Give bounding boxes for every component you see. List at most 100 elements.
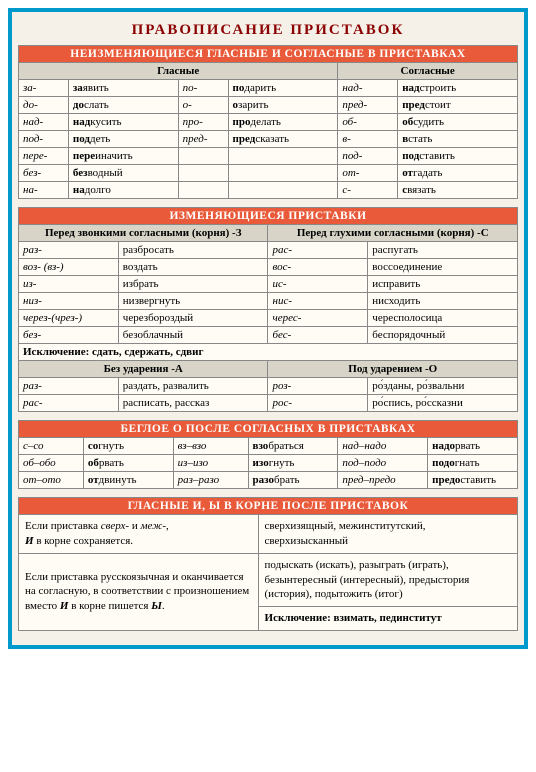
example-cell: надстроить [398,80,518,97]
table-i-y-after-prefix: ГЛАСНЫЕ И, Ы В КОРНЕ ПОСЛЕ ПРИСТАВОК Есл… [18,497,518,631]
prefix-cell: по- [178,80,228,97]
prefix-cell: до- [19,97,69,114]
prefix-cell: над- [338,80,398,97]
section1-title: НЕИЗМЕНЯЮЩИЕСЯ ГЛАСНЫЕ И СОГЛАСНЫЕ В ПРИ… [19,46,518,63]
prefix-cell: вос- [268,259,368,276]
example-cell: черезбороздый [118,310,268,327]
prefix-cell: рас- [268,242,368,259]
example-cell: чересполосица [368,310,518,327]
section2-sub-body: раз-раздать, развалитьроз-ро́зданы, ро́з… [19,378,518,412]
prefix-cell: без- [19,165,69,182]
prefix-cell [178,148,228,165]
main-title: ПРАВОПИСАНИЕ ПРИСТАВОК [18,22,518,39]
prefix-cell: под–подо [338,455,428,472]
section3-body: с–сосогнутьвз–взовзобратьсянад–надонадор… [19,438,518,489]
example-cell: распугать [368,242,518,259]
prefix-cell [178,165,228,182]
example-cell [228,148,338,165]
table-row: над-надкуситьпро-проделатьоб-обсудить [19,114,518,131]
table-unchanging-prefixes: НЕИЗМЕНЯЮЩИЕСЯ ГЛАСНЫЕ И СОГЛАСНЫЕ В ПРИ… [18,45,518,199]
rule-examples: подыскать (искать), разыграть (играть), … [258,553,517,607]
example-cell: разбросать [118,242,268,259]
prefix-cell: без- [19,327,119,344]
example-cell: раздать, развалить [118,378,268,395]
prefix-cell: над–надо [338,438,428,455]
example-cell: безводный [68,165,178,182]
prefix-cell: пред- [178,131,228,148]
example-cell: надкусить [68,114,178,131]
prefix-cell: над- [19,114,69,131]
prefix-cell: за- [19,80,69,97]
rule-text: Если приставка русскоязычная и оканчивае… [19,553,259,630]
prefix-cell: о- [178,97,228,114]
prefix-cell: через-(чрез-) [19,310,119,327]
table-row: за-заявитьпо-подаритьнад-надстроить [19,80,518,97]
table-row: пере-переиначитьпод-подставить [19,148,518,165]
header-voiceless: Перед глухими согласными (корня) -С [268,225,518,242]
example-cell: исправить [368,276,518,293]
example-cell: отгадать [398,165,518,182]
rule-text: Если приставка сверх- и меж-,И в корне с… [19,515,259,554]
prefix-cell: на- [19,182,69,199]
table-row: Если приставка сверх- и меж-,И в корне с… [19,515,518,554]
table-row: с–сосогнутьвз–взовзобратьсянад–надонадор… [19,438,518,455]
example-cell: дослать [68,97,178,114]
header-unstressed: Без ударения -А [19,361,268,378]
table-row: до-дослатьо-озаритьпред-предстоит [19,97,518,114]
table-row: на-надолгос-связать [19,182,518,199]
prefix-cell: пере- [19,148,69,165]
example-cell: обсудить [398,114,518,131]
header-vowels: Гласные [19,63,338,80]
example-cell: согнуть [83,438,173,455]
table-row: из-избратьис-исправить [19,276,518,293]
example-cell: нисходить [368,293,518,310]
prefix-cell: ис- [268,276,368,293]
example-cell [228,165,338,182]
header-stressed: Под ударением -О [268,361,518,378]
example-cell: изогнуть [248,455,338,472]
example-cell: встать [398,131,518,148]
example-cell: расписать, рассказ [118,395,268,412]
prefix-cell [178,182,228,199]
prefix-cell: пред–предо [338,472,428,489]
table-row: раз-раздать, развалитьроз-ро́зданы, ро́з… [19,378,518,395]
prefix-cell: вз–взо [173,438,248,455]
example-cell: подставить [398,148,518,165]
header-voiced: Перед звонкими согласными (корня) -З [19,225,268,242]
table-row: без-безоблачныйбес-беспорядочный [19,327,518,344]
example-cell: подогнать [428,455,518,472]
prefix-cell: с–со [19,438,84,455]
prefix-cell: роз- [268,378,368,395]
table-row: рас-расписать, рассказрос-ро́спись, ро́с… [19,395,518,412]
section3-title: БЕГЛОЕ О ПОСЛЕ СОГЛАСНЫХ В ПРИСТАВКАХ [19,421,518,438]
table-row: под-поддетьпред-предсказатьв-встать [19,131,518,148]
table-row: от–отоотдвинутьраз–разоразобратьпред–пре… [19,472,518,489]
prefix-cell: бес- [268,327,368,344]
example-cell: воздать [118,259,268,276]
example-cell [228,182,338,199]
prefix-cell: рас- [19,395,119,412]
table-row: об–обообрватьиз–изоизогнутьпод–подоподог… [19,455,518,472]
example-cell: ро́спись, ро́ссказни [368,395,518,412]
prefix-cell: раз- [19,378,119,395]
prefix-cell: пред- [338,97,398,114]
prefix-cell: об–обо [19,455,84,472]
example-cell: отдвинуть [83,472,173,489]
example-cell: надорвать [428,438,518,455]
section2-body: раз-разбросатьрас-распугатьвоз- (вз-)воз… [19,242,518,344]
example-cell: предстоит [398,97,518,114]
rule-examples: сверхизящный, межинститутский, сверхизыс… [258,515,517,554]
prefix-cell: раз- [19,242,119,259]
example-cell: беспорядочный [368,327,518,344]
table-row: раз-разбросатьрас-распугать [19,242,518,259]
prefix-cell: про- [178,114,228,131]
example-cell: избрать [118,276,268,293]
prefix-cell: в- [338,131,398,148]
table-row: воз- (вз-)воздатьвос-воссоединение [19,259,518,276]
prefix-cell: от–ото [19,472,84,489]
section2-title: ИЗМЕНЯЮЩИЕСЯ ПРИСТАВКИ [19,208,518,225]
prefix-cell: из–изо [173,455,248,472]
section1-body: за-заявитьпо-подаритьнад-надстроитьдо-до… [19,80,518,199]
section4-exception: Исключение: взимать, пединститут [258,607,517,631]
prefix-cell: воз- (вз-) [19,259,119,276]
